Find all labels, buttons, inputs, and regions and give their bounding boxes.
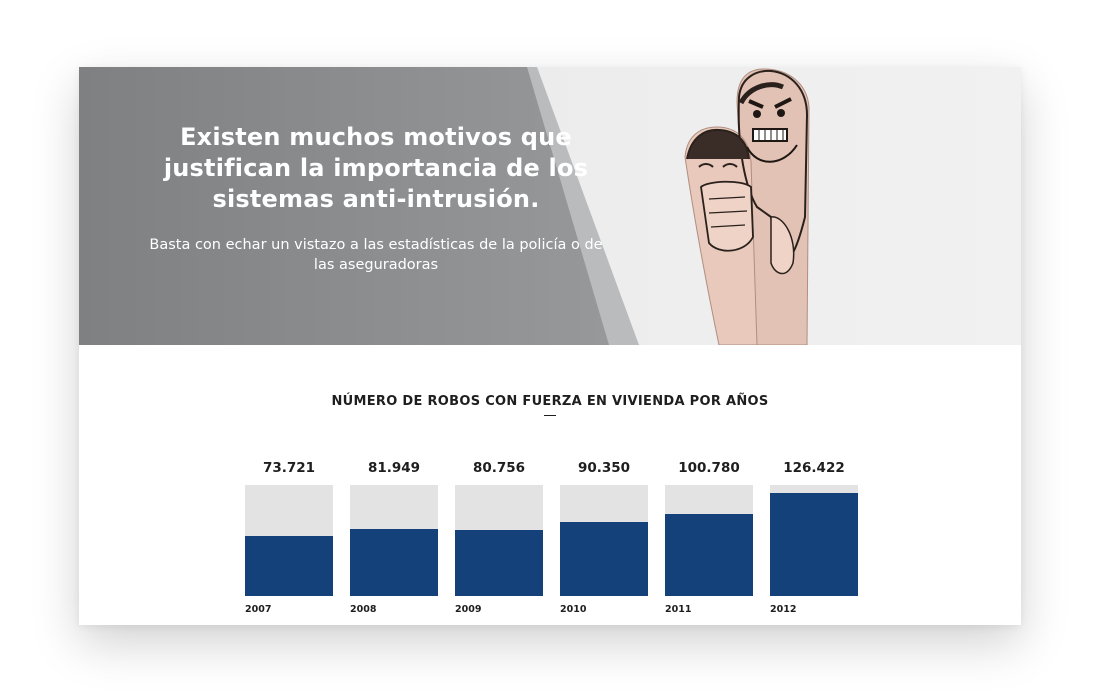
bar-fill: [245, 536, 333, 596]
bar-fill: [350, 529, 438, 596]
bar-fill: [665, 514, 753, 596]
infographic-card: Existen muchos motivos que justifican la…: [79, 67, 1021, 625]
bar-group-2009: 80.756 2009: [455, 460, 543, 620]
bar-group-2007: 73.721 2007: [245, 460, 333, 620]
hero-banner: Existen muchos motivos que justifican la…: [79, 67, 1021, 345]
bar-value-label: 126.422: [783, 460, 845, 476]
bar-track: [560, 485, 648, 596]
bar-year-label: 2011: [665, 604, 692, 615]
bar-year-label: 2009: [455, 604, 482, 615]
bar-track: [455, 485, 543, 596]
hero-title: Existen muchos motivos que justifican la…: [163, 123, 589, 213]
bar-track: [665, 485, 753, 596]
stats-title: NÚMERO DE ROBOS CON FUERZA EN VIVIENDA P…: [331, 394, 769, 409]
bar-value-label: 100.780: [678, 460, 740, 476]
bar-track: [245, 485, 333, 596]
bar-fill: [455, 530, 543, 596]
bar-track: [350, 485, 438, 596]
bar-group-2010: 90.350 2010: [560, 460, 648, 620]
hero-gray-panel: [79, 67, 639, 345]
bar-year-label: 2012: [770, 604, 797, 615]
bar-track: [770, 485, 858, 596]
bar-value-label: 81.949: [367, 460, 421, 476]
bar-year-label: 2007: [245, 604, 272, 615]
hero-subtitle: Basta con echar un vistazo a las estadís…: [149, 237, 603, 273]
title-underline: [544, 415, 556, 416]
bar-value-label: 80.756: [472, 460, 526, 476]
bar-group-2012: 126.422 2012: [770, 460, 858, 620]
bar-fill: [770, 493, 858, 596]
bar-value-label: 90.350: [577, 460, 631, 476]
bar-year-label: 2010: [560, 604, 587, 615]
fingers-thief-illustration: [684, 68, 810, 345]
bar-group-2011: 100.780 2011: [665, 460, 753, 620]
bar-year-label: 2008: [350, 604, 377, 615]
bar-value-label: 73.721: [262, 460, 316, 476]
bar-group-2008: 81.949 2008: [350, 460, 438, 620]
bar-fill: [560, 522, 648, 596]
